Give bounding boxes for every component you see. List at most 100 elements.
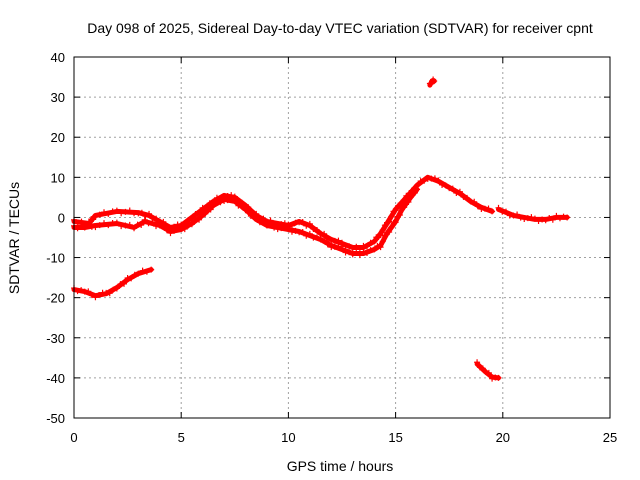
data-point bbox=[346, 243, 353, 250]
data-point bbox=[495, 204, 502, 211]
data-point bbox=[535, 218, 542, 225]
series-late-segment bbox=[495, 204, 571, 225]
series-main-lower-trace bbox=[71, 186, 421, 259]
data-point bbox=[313, 227, 320, 234]
y-tick-label: 40 bbox=[51, 50, 65, 65]
data-point bbox=[367, 239, 374, 246]
data-point bbox=[101, 220, 108, 227]
data-point bbox=[88, 292, 95, 299]
data-point bbox=[306, 230, 313, 237]
data-point bbox=[379, 227, 386, 234]
data-point bbox=[242, 207, 249, 214]
data-point bbox=[299, 229, 306, 236]
data-point bbox=[489, 208, 496, 215]
data-point bbox=[485, 205, 492, 212]
data-point bbox=[121, 280, 128, 287]
series-high-fragment bbox=[426, 76, 438, 88]
data-point bbox=[278, 225, 285, 232]
data-point bbox=[188, 215, 195, 222]
x-tick-label: 15 bbox=[388, 430, 402, 445]
y-tick-label: -10 bbox=[46, 251, 65, 266]
data-point bbox=[431, 78, 438, 85]
data-point bbox=[146, 210, 153, 217]
data-point bbox=[371, 246, 378, 253]
data-point bbox=[81, 224, 88, 231]
data-point bbox=[464, 194, 471, 201]
data-point bbox=[245, 208, 252, 215]
data-point bbox=[153, 215, 160, 222]
data-point bbox=[321, 236, 328, 243]
data-point bbox=[138, 222, 145, 229]
data-point bbox=[553, 212, 560, 219]
data-point bbox=[442, 182, 449, 189]
y-axis-label: SDTVAR / TECUs bbox=[6, 182, 22, 294]
data-point bbox=[113, 285, 120, 292]
data-point bbox=[92, 294, 99, 301]
data-point bbox=[263, 222, 270, 229]
x-tick-label: 10 bbox=[281, 430, 295, 445]
data-point bbox=[235, 202, 242, 209]
data-point bbox=[360, 248, 367, 255]
data-point bbox=[435, 177, 442, 184]
data-point bbox=[431, 175, 438, 182]
data-point bbox=[109, 208, 116, 215]
data-point bbox=[503, 208, 510, 215]
data-point bbox=[560, 213, 567, 220]
data-point bbox=[474, 359, 481, 366]
data-point bbox=[386, 229, 393, 236]
data-point bbox=[495, 374, 502, 381]
y-tick-label: 20 bbox=[51, 130, 65, 145]
y-tick-label: -40 bbox=[46, 371, 65, 386]
data-point bbox=[78, 287, 85, 294]
data-point bbox=[335, 243, 342, 250]
data-point bbox=[131, 225, 138, 232]
data-point bbox=[321, 230, 328, 237]
data-point bbox=[271, 224, 278, 231]
data-point bbox=[346, 249, 353, 256]
data-point bbox=[228, 196, 235, 203]
data-point bbox=[303, 232, 310, 239]
data-point bbox=[285, 225, 292, 232]
data-point bbox=[353, 243, 360, 250]
data-point bbox=[185, 217, 192, 224]
data-point bbox=[339, 239, 345, 246]
data-point bbox=[163, 227, 170, 234]
data-point bbox=[427, 80, 434, 87]
data-point bbox=[564, 214, 571, 221]
series-low-fragment bbox=[474, 359, 502, 382]
data-point bbox=[292, 227, 299, 234]
chart-title: Day 098 of 2025, Sidereal Day-to-day VTE… bbox=[87, 20, 593, 36]
data-point bbox=[253, 214, 260, 221]
data-point bbox=[303, 222, 310, 229]
data-point bbox=[113, 219, 120, 226]
tick-marks bbox=[73, 56, 611, 419]
data-point bbox=[288, 228, 295, 235]
y-tick-label: -20 bbox=[46, 291, 65, 306]
data-point bbox=[188, 221, 195, 228]
data-point bbox=[510, 212, 517, 219]
data-point bbox=[105, 210, 112, 217]
y-tick-label: -30 bbox=[46, 331, 65, 346]
data-point bbox=[539, 216, 546, 223]
plot-frame bbox=[73, 56, 611, 419]
data-point bbox=[143, 268, 150, 275]
data-point bbox=[485, 369, 492, 376]
data-point bbox=[381, 232, 388, 239]
data-point bbox=[118, 210, 125, 217]
data-point bbox=[396, 212, 403, 219]
data-point bbox=[210, 202, 217, 209]
data-point bbox=[392, 219, 399, 226]
data-point bbox=[224, 197, 231, 204]
data-point bbox=[388, 224, 395, 231]
data-point bbox=[260, 219, 267, 226]
data-point bbox=[349, 245, 356, 252]
data-point bbox=[517, 214, 524, 221]
data-point bbox=[453, 189, 460, 196]
data-point bbox=[356, 252, 363, 259]
data-point bbox=[149, 219, 156, 226]
data-point bbox=[238, 203, 245, 210]
data-point bbox=[521, 216, 528, 223]
data-point bbox=[250, 213, 257, 220]
data-point bbox=[128, 275, 135, 282]
data-point bbox=[514, 211, 521, 218]
